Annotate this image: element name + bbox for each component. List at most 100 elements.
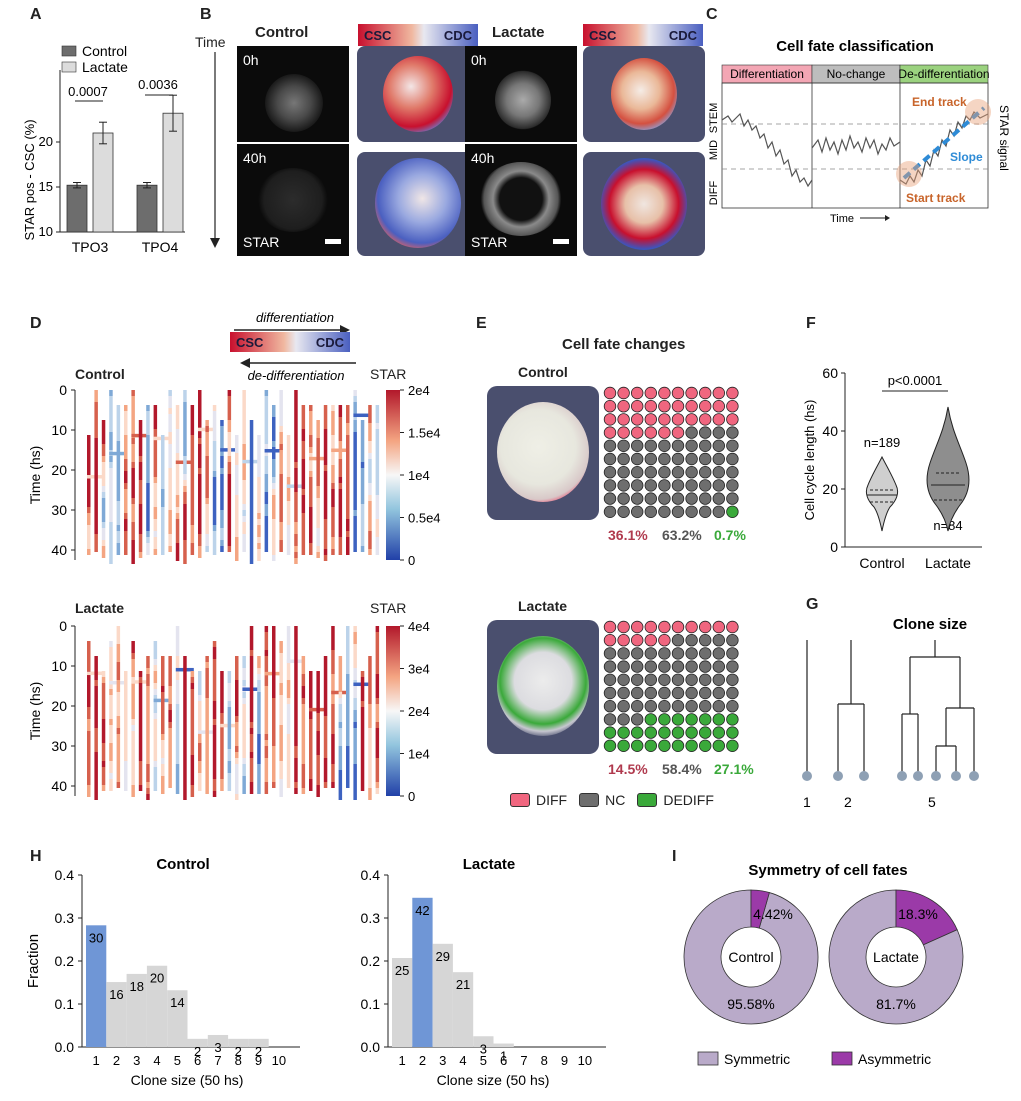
branch-segment bbox=[309, 773, 313, 779]
branch-segment bbox=[161, 525, 165, 531]
branch-segment bbox=[168, 534, 172, 540]
branch-segment bbox=[301, 507, 306, 513]
branch-segment bbox=[175, 453, 180, 459]
end-track-marker bbox=[965, 99, 991, 125]
branch-segment bbox=[168, 740, 172, 746]
branch-segment bbox=[212, 435, 217, 441]
branch-segment bbox=[87, 665, 91, 671]
branch-segment bbox=[338, 668, 343, 674]
fate-dot bbox=[685, 673, 698, 687]
branch-segment bbox=[101, 498, 106, 504]
branch-segment bbox=[338, 435, 343, 441]
branch-segment bbox=[227, 695, 232, 701]
branch-segment bbox=[138, 737, 143, 743]
branch-segment bbox=[249, 552, 254, 558]
branch-segment bbox=[279, 504, 283, 510]
spheroid-render bbox=[611, 58, 677, 130]
branch-segment bbox=[368, 411, 372, 417]
branch-segment bbox=[257, 495, 261, 501]
branch-segment bbox=[331, 543, 335, 549]
bar-control-tpo4 bbox=[136, 184, 158, 233]
branch-segment bbox=[309, 689, 313, 695]
branch-segment bbox=[146, 513, 150, 519]
branch-segment bbox=[138, 695, 143, 701]
branch-segment bbox=[183, 462, 187, 468]
branch-segment bbox=[272, 507, 276, 513]
branch-segment bbox=[286, 501, 291, 507]
branch-segment bbox=[279, 707, 283, 713]
x-tick-label: 4 bbox=[153, 1053, 160, 1068]
branch-segment bbox=[368, 465, 372, 471]
branch-segment bbox=[124, 471, 128, 477]
branch-segment bbox=[375, 764, 380, 770]
branch-segment bbox=[168, 686, 172, 692]
branch-segment bbox=[183, 710, 187, 716]
fate-dot bbox=[631, 505, 644, 519]
branch-segment bbox=[94, 728, 98, 734]
branch-segment bbox=[331, 710, 335, 716]
branch-segment bbox=[153, 647, 158, 653]
branch-segment bbox=[360, 498, 365, 504]
branch-segment bbox=[346, 501, 350, 507]
branch-segment bbox=[353, 546, 357, 552]
branch-segment bbox=[175, 555, 180, 561]
fate-dot bbox=[644, 426, 658, 439]
bar-count-label: 25 bbox=[395, 963, 409, 978]
branch-segment bbox=[183, 396, 187, 402]
branch-segment bbox=[109, 731, 113, 737]
branch-segment bbox=[272, 728, 276, 734]
branch-segment bbox=[353, 740, 357, 746]
branch-segment bbox=[272, 740, 276, 746]
branch-segment bbox=[109, 426, 113, 432]
branch-segment bbox=[279, 528, 283, 534]
branch-segment bbox=[116, 459, 121, 465]
gradient-cdc: CDC bbox=[443, 27, 472, 43]
fate-dot bbox=[698, 647, 712, 660]
branch-segment bbox=[294, 402, 298, 408]
branch-segment bbox=[279, 641, 283, 647]
branch-segment bbox=[272, 758, 276, 764]
branch-segment bbox=[220, 474, 224, 480]
branch-segment bbox=[309, 435, 313, 441]
branch-segment bbox=[301, 668, 306, 674]
branch-segment bbox=[323, 537, 328, 543]
branch-segment bbox=[227, 731, 232, 737]
branch-segment bbox=[309, 453, 313, 459]
branch-segment bbox=[212, 483, 217, 489]
branch-segment bbox=[279, 695, 283, 701]
branch-segment bbox=[212, 701, 217, 707]
fate-dot bbox=[617, 452, 630, 466]
branch-segment bbox=[101, 779, 106, 785]
branch-segment bbox=[131, 474, 135, 480]
y-tick-label: 0.4 bbox=[361, 867, 381, 883]
branch-segment bbox=[212, 543, 217, 549]
branch-segment bbox=[87, 761, 91, 767]
time-arrow bbox=[210, 52, 220, 248]
fate-dot bbox=[726, 726, 739, 739]
panel-label-a: A bbox=[30, 6, 42, 23]
branch-segment bbox=[205, 426, 209, 432]
branch-segment bbox=[94, 498, 98, 504]
branch-segment bbox=[264, 492, 269, 498]
branch-segment bbox=[346, 477, 350, 483]
branch-segment bbox=[94, 740, 98, 746]
branch-segment bbox=[190, 737, 195, 743]
x-tick-label: 6 bbox=[500, 1053, 507, 1068]
branch-segment bbox=[235, 752, 239, 758]
branch-segment bbox=[183, 674, 187, 680]
branch-segment bbox=[301, 525, 306, 531]
branch-segment bbox=[198, 785, 202, 791]
branch-segment bbox=[198, 510, 202, 516]
branch-segment bbox=[190, 755, 195, 761]
branch-segment bbox=[279, 546, 283, 552]
branch-segment bbox=[257, 704, 261, 710]
branch-segment bbox=[175, 782, 180, 788]
branch-segment bbox=[205, 734, 209, 740]
histogram-bar bbox=[187, 1038, 208, 1047]
branch-segment bbox=[101, 486, 106, 492]
branch-segment bbox=[190, 417, 195, 423]
branch-segment bbox=[294, 468, 298, 474]
branch-segment bbox=[360, 707, 365, 713]
branch-segment bbox=[375, 549, 380, 555]
branch-segment bbox=[323, 417, 328, 423]
